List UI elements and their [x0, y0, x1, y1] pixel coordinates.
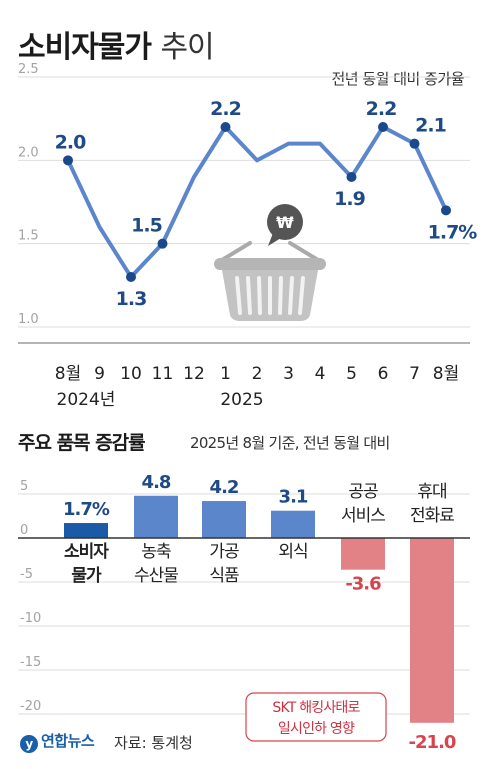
- bar-value-label: 3.1: [279, 487, 308, 508]
- unit-note: 전년 동월 대비 증가율: [331, 70, 464, 88]
- basket-slot: [278, 276, 283, 315]
- bar-category-label: 가공: [209, 542, 239, 562]
- line-y-tick-label: 1.5: [18, 229, 39, 244]
- bar-category-label: 공공: [348, 482, 378, 502]
- line-point: [63, 155, 73, 166]
- section2-title: 주요 품목 증감률: [18, 432, 146, 454]
- line-point: [126, 271, 136, 282]
- logo-icon: y: [20, 735, 38, 753]
- logo-text: 연합뉴스: [41, 732, 95, 750]
- line-data-label: 2.0: [55, 131, 86, 153]
- bar-value-label: 1.7%: [63, 499, 110, 520]
- line-data-label: 1.5: [131, 215, 162, 237]
- line-x-tick-label: 2: [252, 364, 263, 384]
- bar: [271, 510, 315, 538]
- line-year-label: 2024년: [57, 390, 116, 410]
- line-point: [220, 121, 231, 132]
- line-x-tick-label: 11: [152, 364, 174, 384]
- line-x-tick-label: 5: [346, 364, 357, 384]
- bar-category-label: 전화료: [410, 506, 454, 526]
- basket-slot: [235, 276, 242, 315]
- line-x-tick-label: 1: [220, 364, 231, 384]
- line-point: [157, 238, 168, 249]
- line-point: [378, 121, 388, 132]
- won-bubble: [267, 204, 303, 240]
- bar-category-label: 외식: [278, 542, 307, 562]
- bar-y-tick-label: -15: [20, 655, 41, 670]
- line-data-label: 1.3: [116, 288, 147, 310]
- line-x-tick-label: 3: [283, 364, 294, 384]
- bar-value-label: -3.6: [345, 574, 381, 595]
- line-data-label: 1.9: [334, 188, 365, 210]
- bar-y-tick-label: 0: [20, 523, 28, 538]
- line-data-label: 2.1: [415, 115, 446, 137]
- bar-value-label: 4.2: [210, 477, 239, 498]
- line-data-label: 2.2: [210, 98, 241, 120]
- bar: [410, 538, 454, 723]
- bar-category-label: 농축: [141, 542, 171, 562]
- bar-y-tick-label: -10: [20, 611, 41, 626]
- bar-category-label: 식품: [209, 566, 239, 586]
- bar-y-tick-label: -5: [20, 567, 33, 582]
- line-point: [409, 138, 420, 149]
- won-icon: ₩: [276, 213, 294, 232]
- bar-y-tick-label: -20: [20, 699, 41, 714]
- title-suffix: 추이: [160, 30, 214, 65]
- bar-y-tick-label: 5: [20, 479, 28, 494]
- bar-category-label: 소비자: [64, 542, 109, 562]
- line-x-tick-label: 7: [409, 364, 420, 384]
- line-x-tick-label: 4: [315, 364, 326, 384]
- won-bubble-tail: [268, 233, 281, 246]
- basket-slot: [288, 276, 294, 315]
- basket-slot: [298, 276, 305, 315]
- basket-slot: [246, 276, 252, 315]
- line-data-label: 1.7%: [428, 221, 478, 243]
- annotation-box: [245, 692, 387, 742]
- line-data-label: 2.2: [366, 98, 397, 120]
- bar-value-label: -21.0: [409, 732, 456, 753]
- annotation-line2: 일시인하 영향: [278, 721, 355, 737]
- logo: y 연합뉴스: [20, 730, 95, 753]
- line-series: [66, 124, 448, 279]
- bar-category-label: 휴대: [417, 482, 446, 502]
- bar-category-label: 물가: [71, 566, 102, 586]
- line-point: [441, 205, 451, 216]
- line-x-tick-label: 8월: [55, 364, 81, 384]
- line-x-tick-label: 9: [94, 364, 105, 384]
- bar-category-label: 수산물: [134, 566, 178, 586]
- basket-handle-right: [288, 241, 320, 262]
- basket-slot: [257, 276, 262, 315]
- bar-value-label: 4.8: [142, 472, 171, 493]
- bar-category-label: 서비스: [341, 506, 385, 526]
- basket-handle-left: [220, 241, 252, 262]
- section2-subtitle: 2025년 8월 기준, 전년 동월 대비: [190, 434, 390, 452]
- bar: [64, 523, 108, 538]
- title-main-text: 소비자물가: [18, 30, 152, 65]
- basket-rim: [214, 258, 326, 270]
- bar: [341, 538, 385, 570]
- annotation-line1: SKT 해킹사태로: [272, 700, 360, 716]
- line-point: [346, 171, 357, 182]
- bar: [202, 501, 246, 538]
- line-year-label: 2025: [220, 390, 263, 410]
- line-y-tick-label: 2.5: [18, 62, 39, 77]
- source-note: 자료: 통계청: [114, 734, 193, 752]
- bar: [134, 495, 178, 538]
- chart-title: 소비자물가 추이: [18, 22, 215, 66]
- line-x-tick-label: 10: [120, 364, 142, 384]
- line-y-tick-label: 1.0: [18, 312, 39, 327]
- line-x-tick-label: 8월: [433, 364, 459, 384]
- line-x-tick-label: 12: [183, 364, 205, 384]
- line-x-tick-label: 6: [378, 364, 389, 384]
- line-y-tick-label: 2.0: [18, 145, 39, 160]
